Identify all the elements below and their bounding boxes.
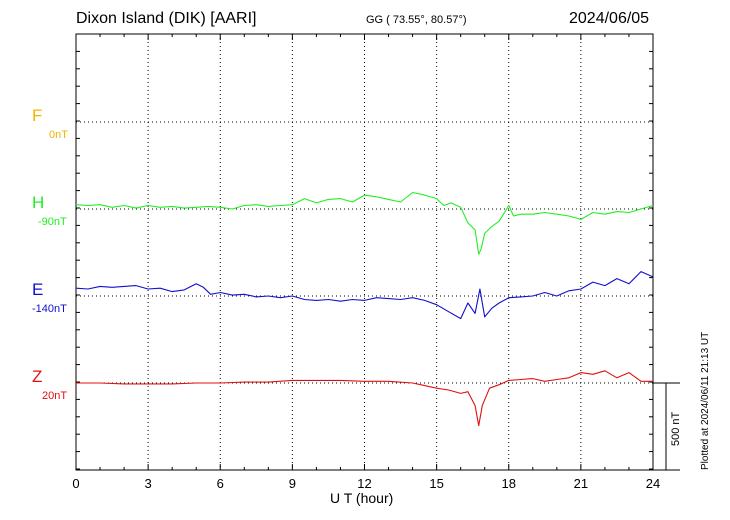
x-tick-label: 18: [502, 476, 516, 491]
x-tick-label: 6: [217, 476, 224, 491]
x-tick-label: 24: [646, 476, 660, 491]
channel-baseline-f: 0nT: [49, 129, 68, 141]
scale-bar-label: 500 nT: [670, 411, 682, 446]
station-coordinates: GG ( 73.55°, 80.57°): [366, 14, 467, 26]
observation-date: 2024/06/05: [569, 10, 650, 27]
plotted-timestamp: Plotted at 2024/06/11 21:13 UT: [700, 331, 711, 470]
plot-frame: [75, 33, 654, 471]
channel-letter-e: E: [32, 280, 44, 299]
series-line-e: [75, 271, 654, 320]
x-tick-label: 0: [72, 476, 79, 491]
station-title: Dixon Island (DIK) [AARI]: [76, 10, 257, 27]
x-tick-label: 3: [145, 476, 152, 491]
x-tick-label: 12: [357, 476, 371, 491]
x-axis-label: U T (hour): [330, 490, 394, 506]
x-tick-label: 9: [289, 476, 296, 491]
channel-baseline-z: 20nT: [42, 390, 68, 402]
series-line-h: [75, 191, 654, 255]
channel-letter-h: H: [32, 193, 45, 212]
channel-letter-f: F: [32, 106, 43, 125]
series-line-z: [76, 370, 653, 427]
x-tick-label: 15: [429, 476, 443, 491]
channel-letter-z: Z: [32, 367, 43, 386]
channel-baseline-h: -90nT: [38, 216, 67, 228]
x-tick-label: 21: [574, 476, 588, 491]
channel-baseline-e: -140nT: [32, 303, 67, 315]
